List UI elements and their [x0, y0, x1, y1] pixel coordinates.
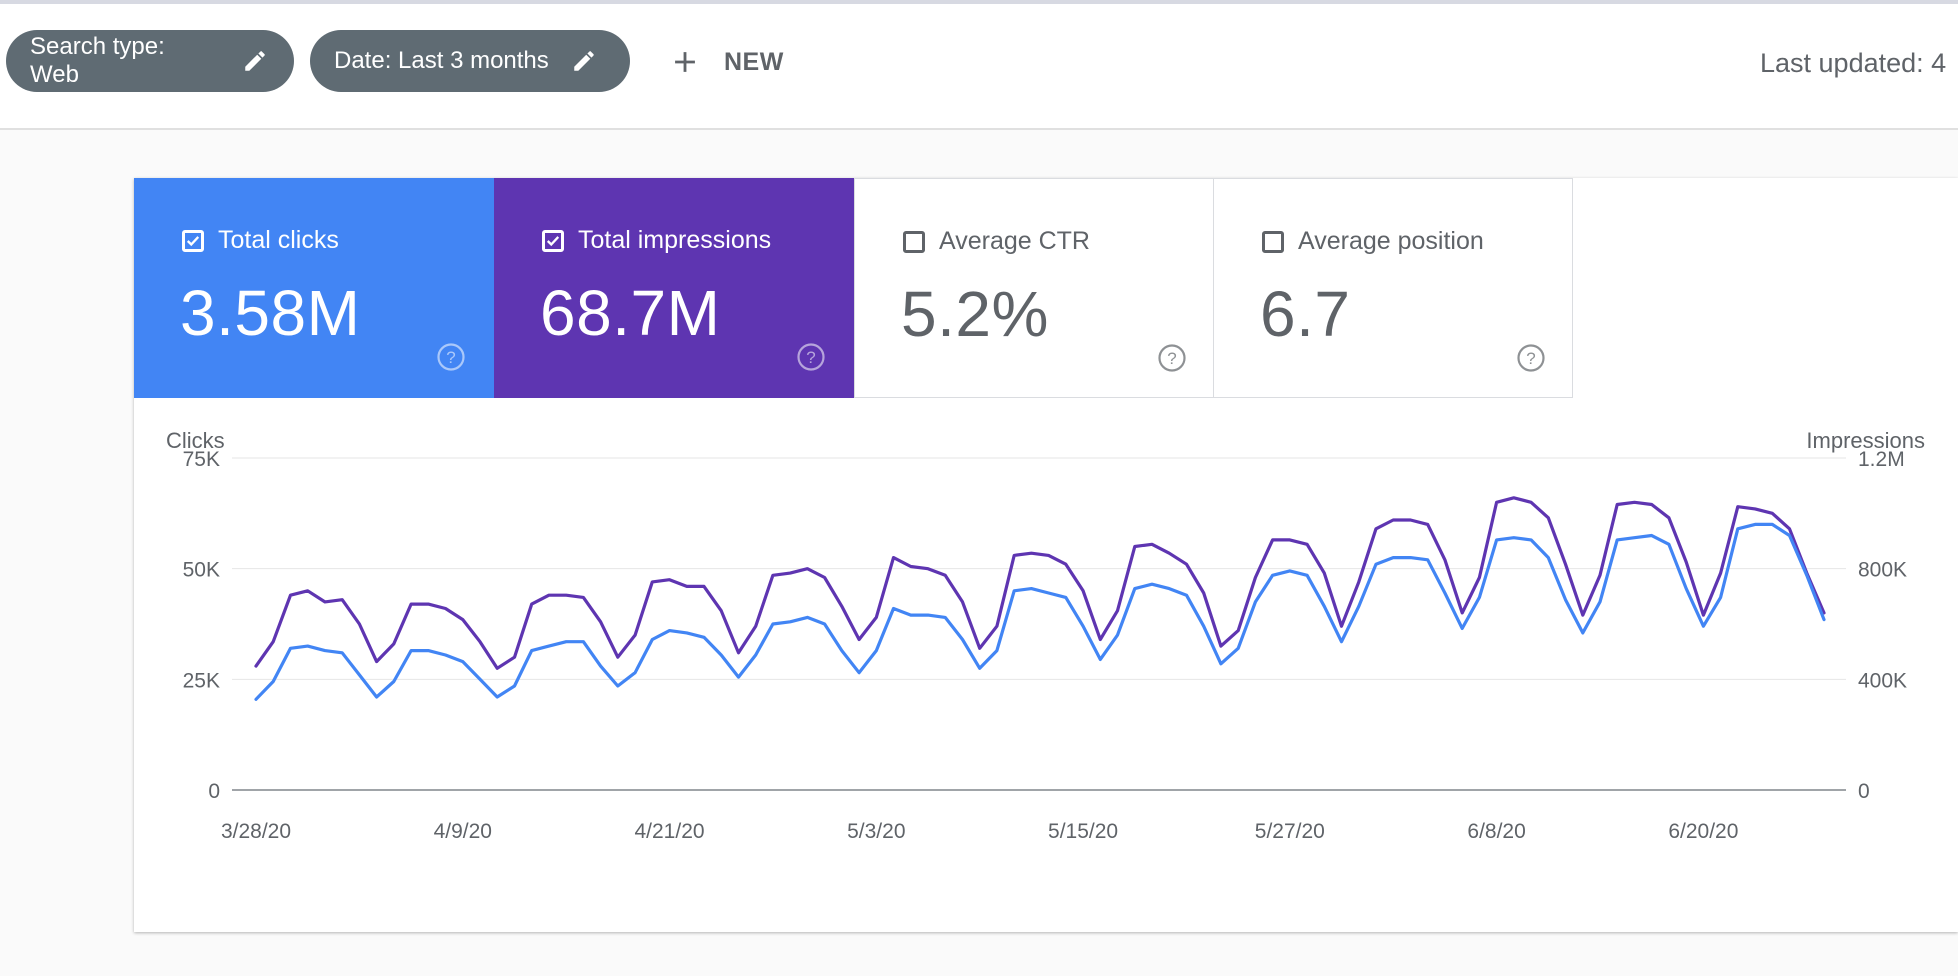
- metric-value: 3.58M: [180, 277, 361, 349]
- svg-text:?: ?: [1526, 349, 1535, 368]
- y-axis-left-title: Clicks: [166, 428, 225, 453]
- x-tick-label: 3/28/20: [221, 820, 291, 843]
- x-tick-label: 6/8/20: [1467, 820, 1525, 843]
- checkbox-checked-icon[interactable]: [182, 229, 204, 252]
- svg-text:?: ?: [1167, 349, 1176, 368]
- metric-label: Total impressions: [578, 226, 772, 254]
- metric-tile-total-clicks[interactable]: Total clicks 3.58M ?: [134, 178, 494, 398]
- metric-label: Average CTR: [939, 227, 1090, 255]
- y-right-tick-label: 400K: [1858, 669, 1907, 692]
- checkbox-unchecked-icon[interactable]: [1262, 230, 1284, 253]
- y-left-tick-label: 25K: [183, 669, 220, 692]
- y-right-tick-label: 800K: [1858, 559, 1907, 582]
- new-filter-button[interactable]: NEW: [668, 34, 784, 90]
- help-icon[interactable]: ?: [1516, 343, 1546, 373]
- performance-chart-svg: Clicks Impressions 0 0 25K 400K 50K 800K 75K 1.…: [166, 428, 1925, 843]
- x-tick-label: 6/20/20: [1668, 820, 1738, 843]
- y-axis-right-title: Impressions: [1806, 428, 1925, 453]
- metric-value: 6.7: [1260, 278, 1351, 350]
- help-icon[interactable]: ?: [1157, 343, 1187, 373]
- svg-text:?: ?: [806, 348, 815, 367]
- y-right-tick-label: 0: [1858, 780, 1870, 803]
- help-icon[interactable]: ?: [436, 342, 466, 372]
- top-edge-line: [0, 0, 1958, 4]
- metric-tile-average-ctr[interactable]: Average CTR 5.2% ?: [854, 178, 1214, 398]
- performance-card: Total clicks 3.58M ? Total impressions 6…: [134, 178, 1958, 932]
- checkbox-checked-icon[interactable]: [542, 229, 564, 252]
- y-right-tick-label: 1.2M: [1858, 448, 1905, 471]
- metric-tile-average-position[interactable]: Average position 6.7 ?: [1213, 178, 1573, 398]
- help-icon[interactable]: ?: [796, 342, 826, 372]
- x-tick-label: 5/3/20: [847, 820, 905, 843]
- date-filter-label: Date: Last 3 months: [334, 47, 549, 74]
- filter-bar: Search type: Web Date: Last 3 months NEW…: [0, 4, 1958, 130]
- plus-icon: [668, 45, 702, 79]
- x-tick-label: 4/21/20: [634, 820, 704, 843]
- search-type-filter-chip[interactable]: Search type: Web: [6, 30, 294, 92]
- edit-pencil-icon[interactable]: [242, 48, 268, 74]
- performance-chart: Clicks Impressions 0 0 25K 400K 50K 800K 75K 1.…: [134, 398, 1958, 932]
- new-filter-label: NEW: [724, 47, 784, 76]
- metric-value: 5.2%: [901, 278, 1049, 350]
- y-left-tick-label: 75K: [183, 448, 220, 471]
- series-line-total-clicks[interactable]: [254, 522, 1826, 701]
- series-line-total-impressions[interactable]: [254, 496, 1826, 670]
- y-left-tick-label: 50K: [183, 559, 220, 582]
- x-tick-label: 5/15/20: [1048, 820, 1118, 843]
- x-tick-label: 5/27/20: [1255, 820, 1325, 843]
- date-filter-chip[interactable]: Date: Last 3 months: [310, 30, 630, 92]
- metric-label: Total clicks: [218, 226, 339, 254]
- edit-pencil-icon[interactable]: [571, 48, 597, 74]
- metric-tile-total-impressions[interactable]: Total impressions 68.7M ?: [494, 178, 854, 398]
- checkbox-unchecked-icon[interactable]: [903, 230, 925, 253]
- metric-label: Average position: [1298, 227, 1484, 255]
- last-updated-text: Last updated: 4: [1760, 48, 1947, 78]
- search-type-filter-label: Search type: Web: [30, 33, 165, 88]
- metric-value: 68.7M: [540, 277, 721, 349]
- y-left-tick-label: 0: [208, 780, 220, 803]
- x-tick-label: 4/9/20: [434, 820, 492, 843]
- svg-text:?: ?: [446, 348, 455, 367]
